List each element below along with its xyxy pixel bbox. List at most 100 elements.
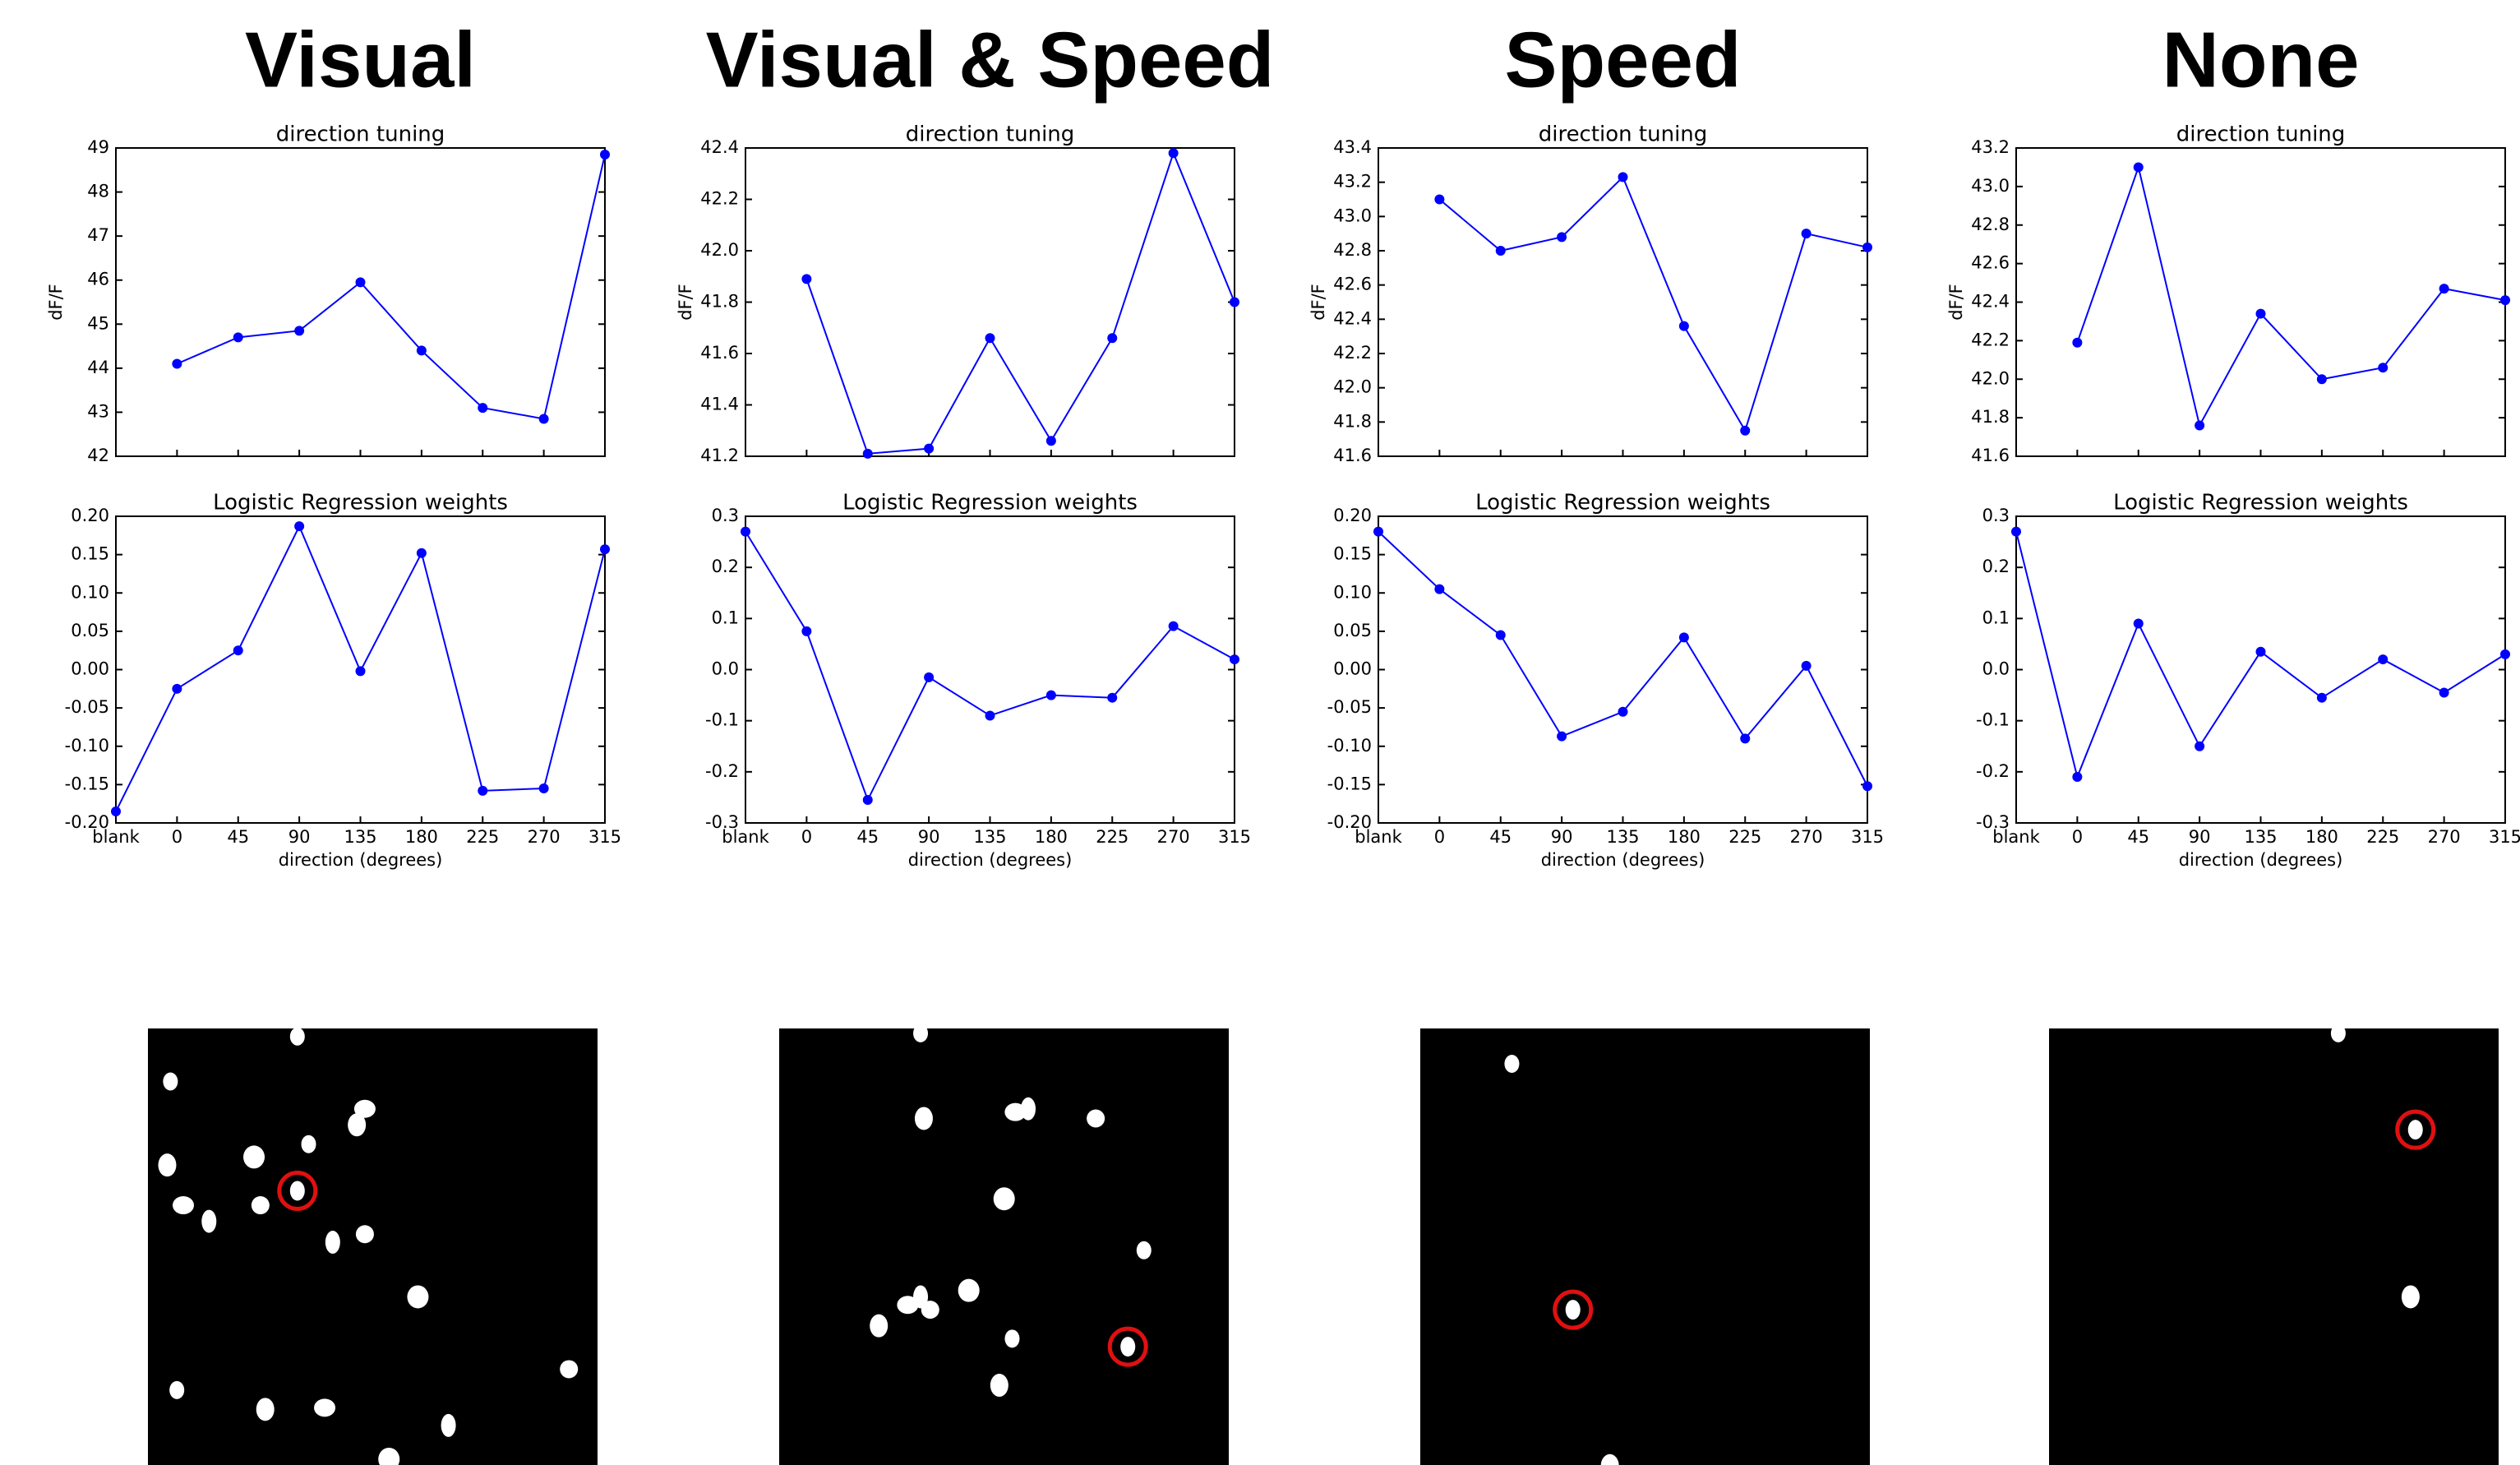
data-point [539,783,549,793]
cell-blob [173,1196,194,1214]
x-tick-label: 0 [172,827,182,847]
cell-blob [1137,1241,1152,1259]
data-point [801,274,811,284]
data-point [2378,363,2388,372]
cell-blob [1504,1055,1519,1073]
data-point [417,548,427,558]
cell-blob [958,1279,980,1302]
y-tick-label: 42.8 [1971,215,2010,234]
data-point [985,333,995,343]
y-tick-label: 42.0 [700,240,739,260]
data-point [233,332,243,342]
y-tick-label: -0.05 [65,697,109,717]
data-point [985,710,995,720]
data-point [1230,654,1239,664]
y-tick-label: 42.4 [700,137,739,157]
data-point [600,150,610,159]
image-background [779,1028,1229,1465]
y-tick-label: 41.2 [700,446,739,465]
cell-blob [325,1231,340,1254]
data-point [294,326,304,335]
x-tick-label: 270 [1157,827,1190,847]
y-tick-label: 42.4 [1333,308,1372,328]
chart-title: direction tuning [2176,122,2346,147]
y-tick-label: 43.2 [1333,172,1372,192]
y-tick-label: 43.4 [1333,137,1372,157]
plot-frame [1378,148,1867,456]
data-point [1618,707,1628,717]
y-tick-label: 0.1 [1982,608,2010,627]
column-heading: Visual & Speed [706,16,1275,104]
y-tick-label: 0.2 [1982,557,2010,576]
data-point [1496,246,1506,256]
cell-blob [2331,1024,2346,1042]
cell-blob [290,1181,305,1200]
cell-blob [354,1100,376,1118]
x-tick-label: 180 [405,827,438,847]
data-point [2256,309,2266,319]
cell-blob [1120,1337,1135,1356]
data-point [1679,321,1689,331]
y-axis-label: dF/F [676,284,695,321]
y-tick-label: 0.3 [712,506,739,525]
cell-blob [560,1360,578,1378]
x-tick-label: 135 [1606,827,1639,847]
x-tick-label: blank [1992,827,2040,847]
y-tick-label: 42.0 [1333,377,1372,397]
series-line [177,155,605,418]
x-tick-label: blank [1355,827,1402,847]
y-tick-label: 49 [87,137,109,157]
x-tick-label: 45 [856,827,879,847]
data-point [1169,622,1179,631]
cell-blob [990,1374,1008,1397]
y-tick-label: 0.2 [712,557,739,576]
cell-blob [302,1135,316,1153]
data-point [2011,527,2021,537]
x-tick-label: 0 [2072,827,2083,847]
y-tick-label: 48 [87,182,109,201]
data-point [863,795,873,805]
data-point [2500,295,2510,305]
data-point [539,414,549,423]
y-tick-label: 42.2 [1333,343,1372,363]
cell-blob [356,1225,374,1243]
y-axis-label: dF/F [1946,284,1966,321]
y-tick-label: 0.00 [1333,659,1372,679]
column-heading: Speed [1504,16,1741,104]
cell-blob [994,1187,1015,1210]
data-point [600,544,610,554]
data-point [1557,732,1567,742]
data-point [294,521,304,531]
data-point [2134,619,2144,629]
y-tick-label: -0.1 [705,710,739,730]
x-tick-label: 225 [2366,827,2399,847]
data-point [233,645,243,655]
cell-blob [1566,1300,1581,1319]
chart-title: Logistic Regression weights [842,491,1138,515]
x-axis-label: direction (degrees) [1541,850,1705,870]
data-point [356,277,366,287]
x-tick-label: 45 [2127,827,2149,847]
y-tick-label: -0.1 [1976,710,2010,730]
x-tick-label: 315 [1218,827,1251,847]
x-tick-label: 90 [288,827,311,847]
data-point [2256,647,2266,657]
data-point [2072,338,2082,348]
cell-blob [407,1285,428,1308]
y-tick-label: -0.05 [1327,697,1372,717]
x-tick-label: 315 [1851,827,1884,847]
cell-blob [243,1145,265,1168]
data-point [172,359,182,369]
y-tick-label: 0.15 [1333,544,1372,564]
image-background [1420,1028,1870,1465]
data-point [1862,781,1872,791]
chart-title: Logistic Regression weights [2113,491,2408,515]
y-tick-label: 0.05 [71,621,109,640]
cell-blob [169,1381,184,1399]
data-point [863,449,873,459]
y-tick-label: 42.2 [700,189,739,209]
y-tick-label: -0.10 [1327,736,1372,756]
x-tick-label: 90 [1551,827,1573,847]
data-point [172,684,182,694]
cell-blob [921,1301,939,1319]
